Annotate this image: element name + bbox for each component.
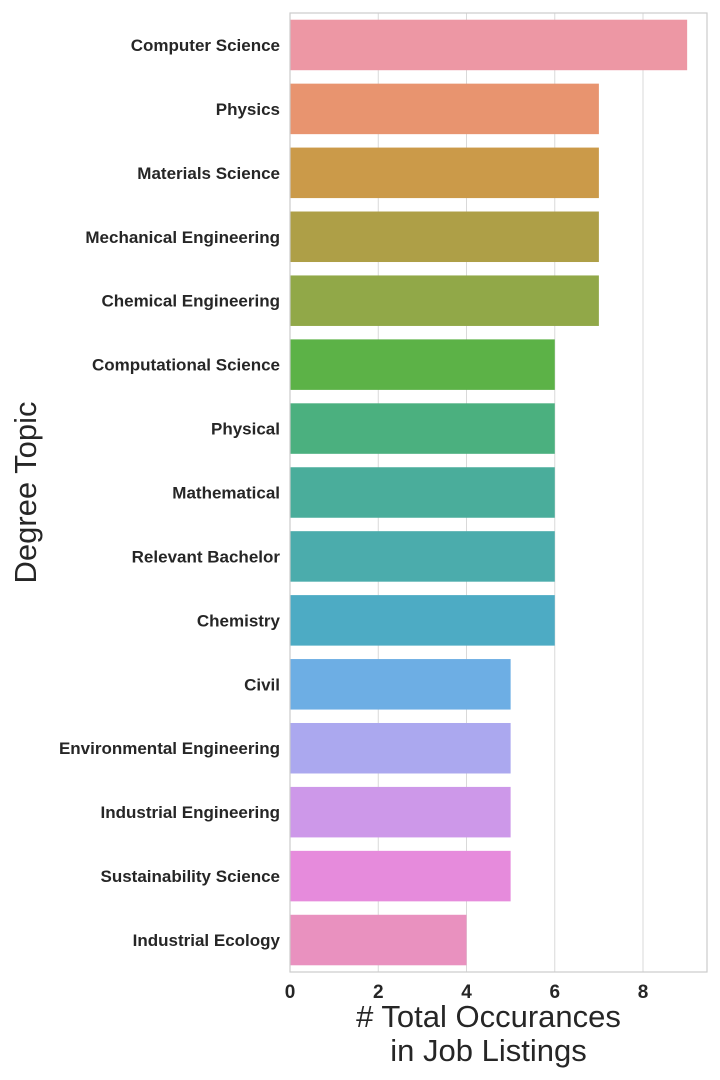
x-axis-title-line-2: in Job Listings xyxy=(390,1033,586,1068)
category-label: Physics xyxy=(216,100,280,119)
bar xyxy=(290,786,511,838)
y-axis-title: Degree Topic xyxy=(8,401,43,583)
x-tick-label: 8 xyxy=(638,982,649,1003)
x-axis-title-line-1: # Total Occurances xyxy=(356,999,621,1034)
x-tick-label: 6 xyxy=(549,982,560,1003)
category-label: Industrial Engineering xyxy=(101,803,280,822)
category-labels: Computer Science Physics Materials Science… xyxy=(59,36,281,950)
category-label: Chemical Engineering xyxy=(101,292,280,311)
category-label: Civil xyxy=(244,675,280,694)
category-label: Relevant Bachelor xyxy=(132,547,281,566)
bar xyxy=(290,531,555,582)
plot-frame xyxy=(289,12,708,973)
category-label: Industrial Ecology xyxy=(133,931,281,950)
bar xyxy=(290,595,555,646)
x-tick-label: 4 xyxy=(461,982,472,1003)
bar xyxy=(290,275,599,326)
category-label: Mechanical Engineering xyxy=(85,228,280,247)
bar xyxy=(290,339,555,390)
bar xyxy=(290,19,688,71)
x-tick-label: 2 xyxy=(373,982,384,1003)
bar xyxy=(290,211,599,263)
category-label: Computer Science xyxy=(131,36,280,55)
x-tick-label: 0 xyxy=(285,982,296,1003)
bar xyxy=(290,914,467,966)
category-label: Sustainability Science xyxy=(100,867,280,886)
bar xyxy=(290,403,555,454)
category-label: Chemistry xyxy=(197,611,281,630)
category-label: Physical xyxy=(211,420,280,439)
bar xyxy=(290,850,511,902)
bar xyxy=(290,83,599,135)
bar xyxy=(290,659,511,710)
category-label: Environmental Engineering xyxy=(59,739,280,758)
category-label: Computational Science xyxy=(92,356,280,375)
category-label: Materials Science xyxy=(137,164,280,183)
bars xyxy=(290,19,688,966)
bar xyxy=(290,147,599,199)
x-tick-labels: 0 2 4 6 8 xyxy=(285,982,649,1003)
category-label: Mathematical xyxy=(172,484,280,503)
bar xyxy=(290,722,511,774)
bar xyxy=(290,467,555,518)
